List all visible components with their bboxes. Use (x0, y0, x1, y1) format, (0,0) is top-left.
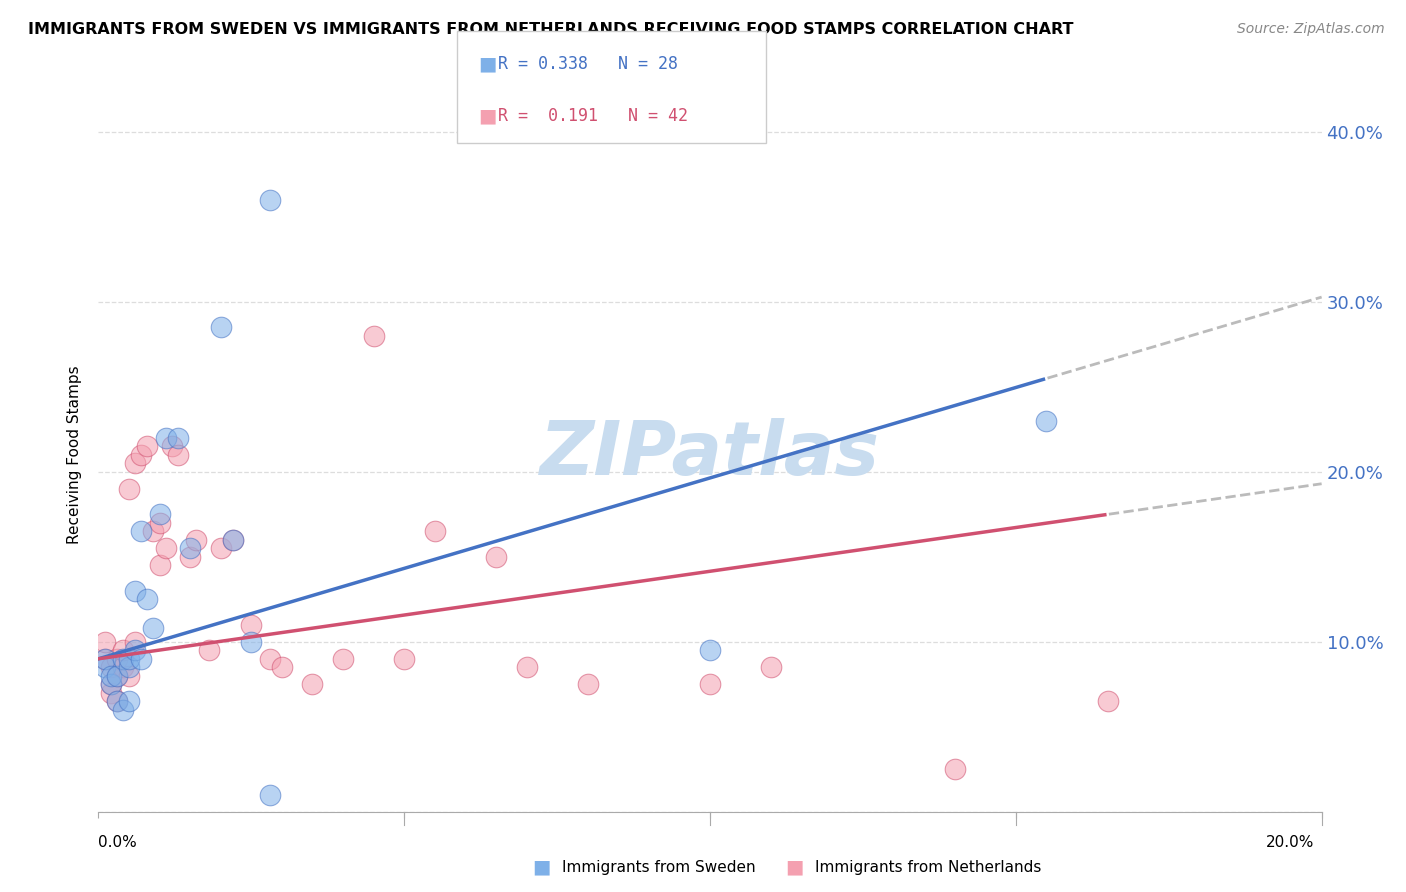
Point (155, 431, 177, 445)
Point (1035, 414, 1057, 428)
Point (111, 652, 134, 666)
Text: ■: ■ (785, 857, 804, 877)
Point (576, 677, 599, 691)
Point (209, 541, 232, 556)
Point (270, 660, 292, 674)
Point (240, 617, 263, 632)
Point (93, 635, 115, 649)
Point (186, 533, 208, 547)
Point (1097, 694, 1119, 708)
Point (105, 652, 128, 666)
Text: Source: ZipAtlas.com: Source: ZipAtlas.com (1237, 22, 1385, 37)
Text: ■: ■ (478, 106, 496, 125)
Text: ■: ■ (531, 857, 551, 877)
Point (100, 677, 122, 691)
Point (392, 652, 416, 666)
Point (699, 643, 721, 657)
Point (259, 652, 281, 666)
Point (124, 457, 146, 471)
Point (259, 788, 281, 802)
Point (111, 643, 134, 657)
Point (105, 669, 128, 683)
Point (136, 592, 159, 607)
Point (485, 549, 508, 564)
Point (136, 439, 159, 453)
Point (222, 533, 245, 547)
Point (100, 686, 122, 700)
Text: 20.0%: 20.0% (1267, 836, 1315, 850)
Point (699, 677, 721, 691)
Point (118, 694, 141, 708)
Text: R =  0.191   N = 42: R = 0.191 N = 42 (498, 107, 688, 125)
Point (118, 660, 141, 674)
Point (155, 541, 177, 556)
Point (240, 635, 263, 649)
Text: 0.0%: 0.0% (98, 836, 138, 850)
Text: Immigrants from Sweden: Immigrants from Sweden (562, 860, 756, 874)
Point (943, 762, 966, 776)
Point (124, 583, 146, 598)
Text: R = 0.338   N = 28: R = 0.338 N = 28 (498, 55, 678, 73)
Point (167, 431, 190, 445)
Point (129, 652, 152, 666)
Point (129, 524, 152, 539)
Point (111, 703, 134, 717)
Point (179, 541, 201, 556)
Point (149, 508, 172, 522)
Point (142, 524, 165, 539)
Point (129, 448, 152, 462)
Point (142, 621, 165, 635)
Point (93, 660, 115, 674)
Point (100, 660, 122, 674)
Point (149, 558, 172, 573)
Point (197, 643, 219, 657)
Point (105, 669, 128, 683)
Point (124, 635, 146, 649)
Text: IMMIGRANTS FROM SWEDEN VS IMMIGRANTS FROM NETHERLANDS RECEIVING FOOD STAMPS CORR: IMMIGRANTS FROM SWEDEN VS IMMIGRANTS FRO… (28, 22, 1074, 37)
Point (167, 448, 190, 462)
Point (93, 652, 115, 666)
Point (301, 677, 323, 691)
Point (100, 677, 122, 691)
Point (160, 439, 183, 453)
Point (118, 652, 141, 666)
Text: ZIPatlas: ZIPatlas (540, 418, 880, 491)
Text: ■: ■ (478, 55, 496, 74)
Point (118, 482, 141, 496)
Text: Immigrants from Netherlands: Immigrants from Netherlands (815, 860, 1042, 874)
Point (105, 694, 128, 708)
Point (149, 516, 172, 530)
Point (118, 669, 141, 683)
Point (516, 660, 538, 674)
Y-axis label: Receiving Food Stamps: Receiving Food Stamps (67, 366, 83, 544)
Point (759, 660, 782, 674)
Point (423, 524, 446, 539)
Point (111, 660, 134, 674)
Point (93, 652, 115, 666)
Point (332, 652, 354, 666)
Point (100, 669, 122, 683)
Point (124, 643, 146, 657)
Point (363, 329, 385, 343)
Point (222, 533, 245, 547)
Point (259, 193, 281, 207)
Point (179, 549, 201, 564)
Point (105, 694, 128, 708)
Point (209, 320, 232, 334)
